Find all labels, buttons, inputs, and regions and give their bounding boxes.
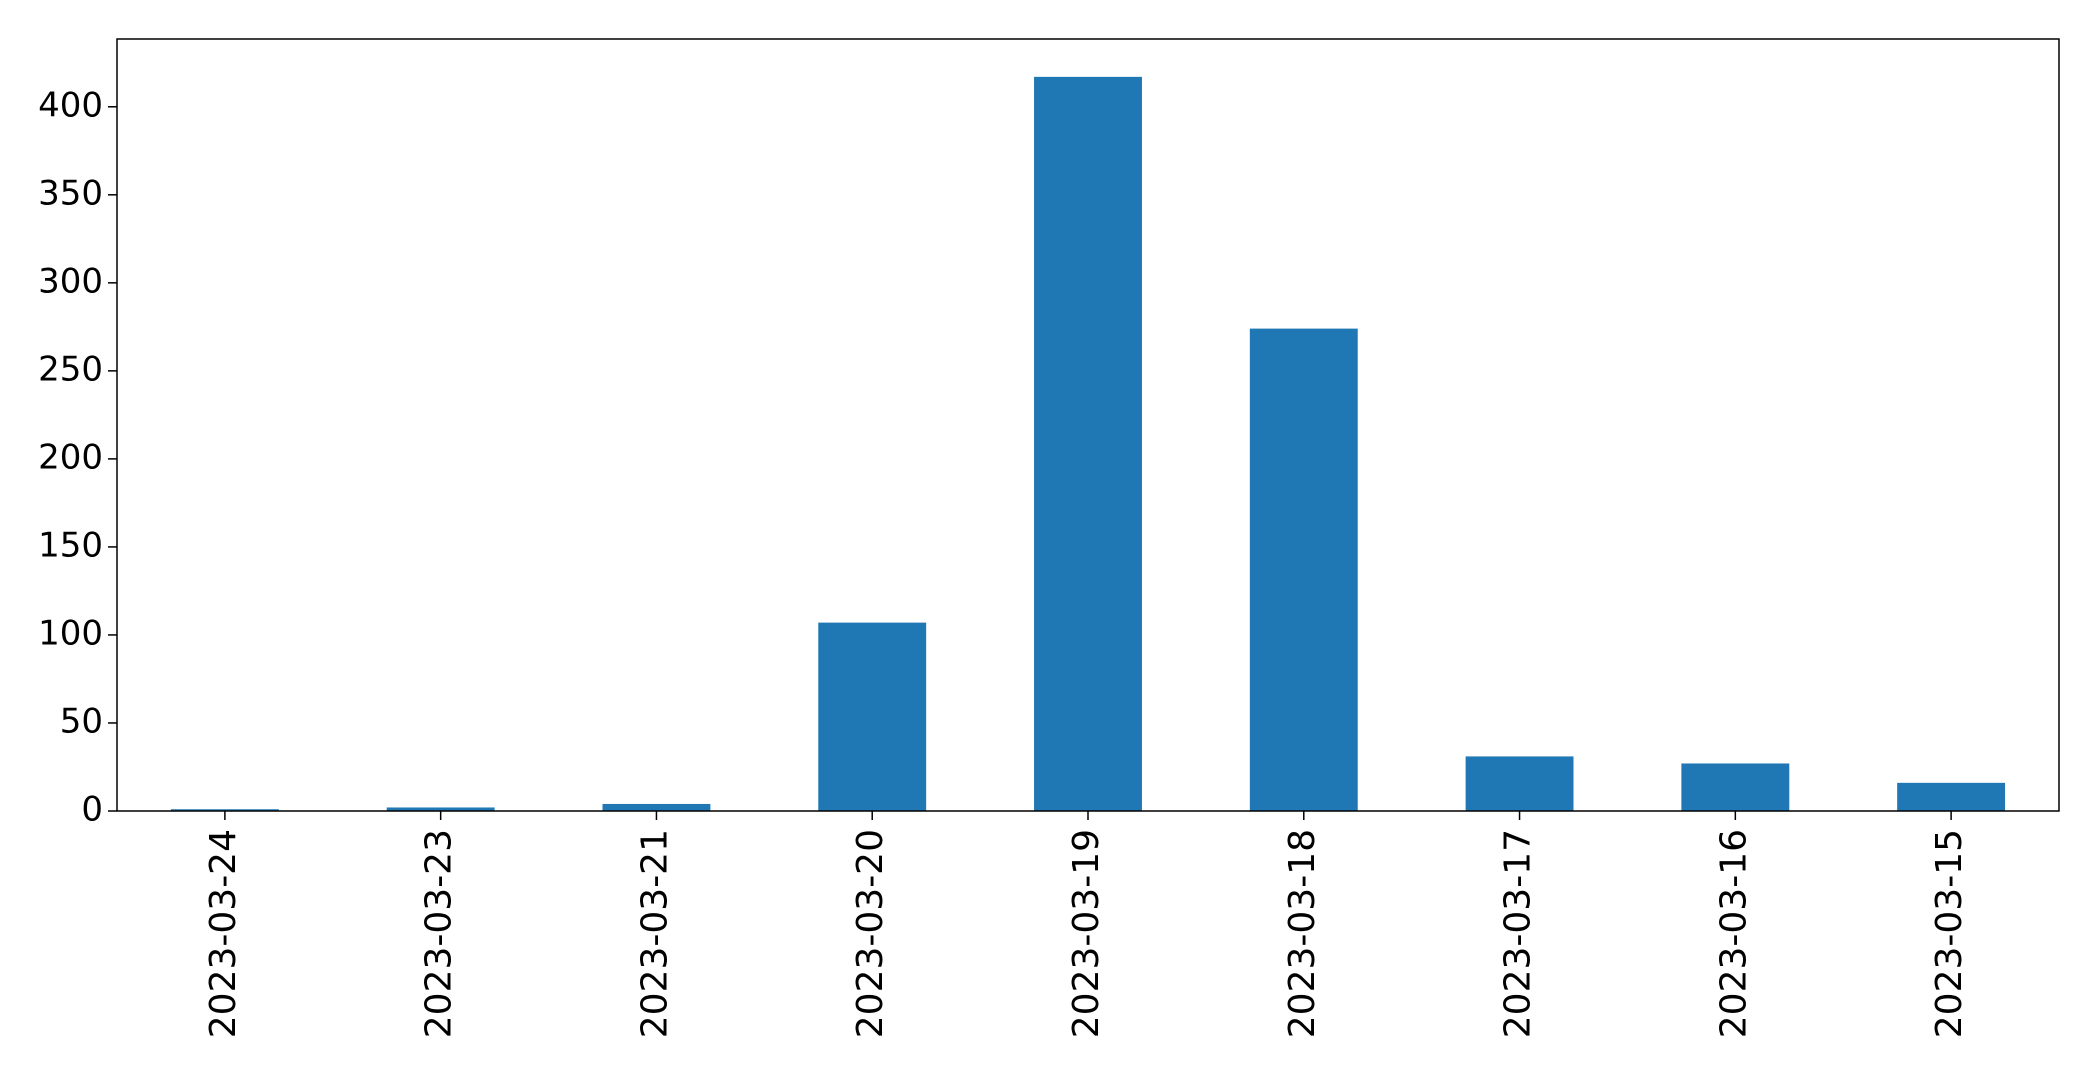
bar-2023-03-15 xyxy=(1897,782,2006,811)
x-axis: 2023-03-24 2023-03-23 2023-03-21 2023-03-20… xyxy=(203,811,1970,1038)
y-tick-label: 0 xyxy=(81,790,103,830)
bar-2023-03-20 xyxy=(818,622,927,811)
x-tick-label: 2023-03-16 xyxy=(1713,829,1754,1038)
x-tick-label: 2023-03-24 xyxy=(203,829,244,1038)
x-tick-label: 2023-03-20 xyxy=(850,829,891,1038)
y-tick-label: 50 xyxy=(60,701,103,741)
y-tick-label: 400 xyxy=(38,85,103,125)
y-tick-label: 150 xyxy=(38,525,103,565)
x-tick-label: 2023-03-17 xyxy=(1498,829,1539,1038)
x-tick-label: 2023-03-19 xyxy=(1066,829,1107,1038)
y-axis: 0 50 100 150 200 250 300 350 400 xyxy=(38,85,117,830)
x-tick-label: 2023-03-21 xyxy=(634,829,675,1038)
bar-2023-03-18 xyxy=(1249,328,1358,811)
y-tick-label: 200 xyxy=(38,437,103,477)
x-tick-label: 2023-03-18 xyxy=(1282,829,1323,1038)
x-tick-label: 2023-03-15 xyxy=(1929,829,1970,1038)
bar-2023-03-19 xyxy=(1034,76,1142,812)
bar-2023-03-17 xyxy=(1465,756,1574,811)
y-tick-label: 350 xyxy=(38,173,103,213)
bar-2023-03-21 xyxy=(602,803,711,811)
y-tick-label: 300 xyxy=(38,261,103,301)
bars-layer xyxy=(170,76,2006,812)
bar-2023-03-24 xyxy=(170,809,279,811)
y-tick-label: 250 xyxy=(38,349,103,389)
bar-2023-03-16 xyxy=(1681,763,1790,811)
bar-2023-03-23 xyxy=(386,807,495,811)
y-tick-label: 100 xyxy=(38,613,103,653)
x-tick-label: 2023-03-23 xyxy=(419,829,460,1038)
